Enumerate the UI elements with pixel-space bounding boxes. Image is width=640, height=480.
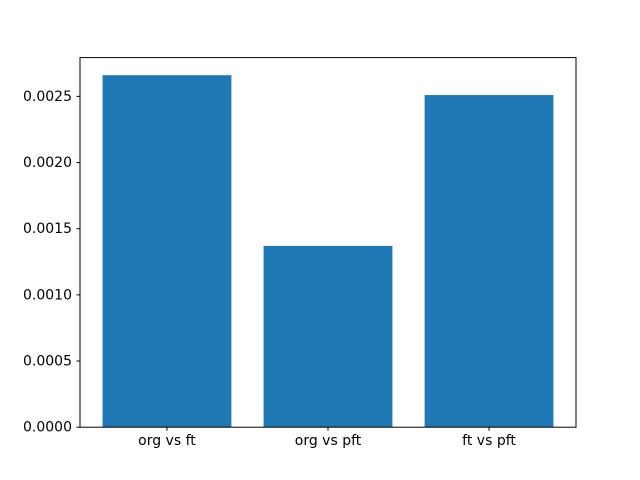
y-tick-label: 0.0010 <box>23 287 72 303</box>
y-tick-label: 0.0005 <box>23 354 72 370</box>
y-tick-label: 0.0020 <box>23 155 72 171</box>
bar <box>424 95 554 428</box>
y-tick-label: 0.0015 <box>23 221 72 237</box>
x-tick-label: ft vs pft <box>462 433 516 449</box>
bar <box>102 75 232 428</box>
y-tick-label: 0.0000 <box>23 420 72 436</box>
x-tick-label: org vs pft <box>295 433 362 449</box>
x-tick-label: org vs ft <box>138 433 196 449</box>
y-tick-label: 0.0025 <box>23 89 72 105</box>
bar <box>263 245 393 428</box>
